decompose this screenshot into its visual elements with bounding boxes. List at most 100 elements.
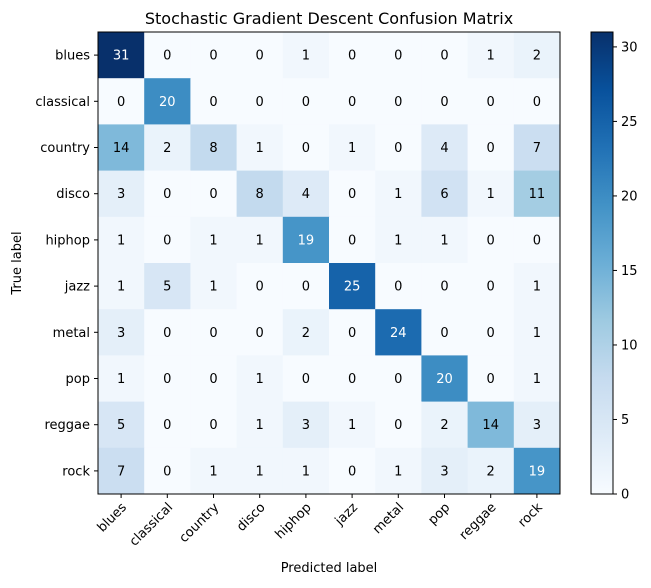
heatmap-cell — [236, 309, 284, 356]
cell-value-label: 0 — [163, 372, 171, 387]
cell-value-label: 19 — [298, 233, 315, 248]
cell-value-label: 1 — [302, 49, 310, 64]
heatmap-cell — [282, 263, 330, 310]
heatmap-cell — [190, 263, 238, 310]
cell-value-label: 1 — [487, 49, 495, 64]
heatmap-cell — [467, 78, 515, 125]
cell-value-label: 1 — [348, 141, 356, 156]
heatmap-cell — [513, 170, 561, 218]
heatmap-cell — [375, 447, 422, 495]
cell-value-label: 1 — [117, 280, 125, 295]
cell-value-label: 0 — [487, 280, 495, 295]
x-tick-label: pop — [425, 500, 453, 528]
heatmap-cell — [190, 401, 238, 449]
heatmap-cell — [144, 309, 191, 356]
cell-value-label: 0 — [348, 464, 356, 479]
heatmap-cell — [236, 216, 284, 264]
cell-value-label: 0 — [348, 187, 356, 202]
heatmap-cell — [236, 447, 284, 495]
heatmap-cell — [236, 32, 284, 79]
heatmap-cell — [144, 263, 191, 310]
heatmap-cell — [421, 170, 469, 218]
heatmap-cell — [329, 447, 376, 495]
cell-value-label: 0 — [487, 95, 495, 110]
cell-value-label: 24 — [390, 326, 407, 341]
heatmap-cell — [190, 309, 238, 356]
heatmap-cell — [329, 170, 376, 218]
cell-value-label: 5 — [117, 418, 125, 433]
cell-value-label: 1 — [394, 464, 402, 479]
cell-value-label: 0 — [487, 141, 495, 156]
cell-value-label: 2 — [163, 141, 171, 156]
chart-title: Stochastic Gradient Descent Confusion Ma… — [145, 9, 513, 28]
heatmap-cell — [467, 170, 515, 218]
heatmap-cell — [282, 32, 330, 79]
heatmap-cell — [98, 32, 145, 79]
cell-value-label: 0 — [487, 326, 495, 341]
heatmap-cell — [375, 78, 422, 125]
heatmap-cell — [190, 124, 238, 172]
heatmap-cell — [236, 355, 284, 403]
cell-value-label: 0 — [533, 233, 541, 248]
heatmap-cell — [329, 32, 376, 79]
heatmap-cell — [329, 309, 376, 356]
cell-value-label: 0 — [256, 326, 264, 341]
heatmap-cell — [236, 263, 284, 310]
cell-value-label: 20 — [436, 372, 453, 387]
cell-value-label: 1 — [256, 418, 264, 433]
heatmap-cell — [236, 401, 284, 449]
heatmap-cell — [329, 355, 376, 403]
cell-value-label: 1 — [394, 233, 402, 248]
cell-value-label: 0 — [163, 326, 171, 341]
cell-value-label: 3 — [440, 464, 448, 479]
heatmap-cell — [190, 355, 238, 403]
cell-value-label: 1 — [394, 187, 402, 202]
cell-value-label: 3 — [302, 418, 310, 433]
cell-value-label: 1 — [302, 464, 310, 479]
cell-value-label: 4 — [440, 141, 448, 156]
heatmap-cell — [513, 216, 561, 264]
heatmap-cell — [329, 78, 376, 125]
cell-value-label: 1 — [487, 187, 495, 202]
heatmap-cell — [513, 124, 561, 172]
heatmap-cell — [98, 263, 145, 310]
heatmap-cell — [375, 32, 422, 79]
heatmap-cell — [144, 401, 191, 449]
cell-value-label: 1 — [117, 233, 125, 248]
y-tick-label: hiphop — [45, 233, 90, 248]
colorbar-tick-label: 10 — [621, 338, 638, 353]
heatmap-cell — [282, 447, 330, 495]
heatmap-cell — [421, 124, 469, 172]
heatmap-cell — [98, 355, 145, 403]
heatmap-cell — [467, 216, 515, 264]
heatmap-cell — [421, 263, 469, 310]
cell-value-label: 8 — [209, 141, 217, 156]
x-tick-label: jazz — [332, 500, 361, 529]
cell-value-label: 0 — [163, 49, 171, 64]
heatmap-cell — [98, 170, 145, 218]
y-tick-labels: blues classical country disco hiphop jazz meta… — [35, 49, 98, 479]
cell-value-label: 1 — [533, 326, 541, 341]
heatmap-cell — [190, 78, 238, 125]
cell-value-label: 0 — [348, 49, 356, 64]
heatmap-cell — [190, 170, 238, 218]
heatmap-cell — [144, 78, 191, 125]
heatmap-cell — [144, 124, 191, 172]
heatmap-cell — [467, 401, 515, 449]
cell-value-label: 0 — [394, 372, 402, 387]
colorbar: 0 5 10 15 20 25 30 — [590, 31, 638, 503]
plot-frame — [97, 31, 561, 495]
y-tick-label: pop — [66, 372, 90, 387]
heatmap-cell — [144, 32, 191, 79]
heatmap-cell — [144, 355, 191, 403]
heatmap-cell — [98, 78, 145, 125]
cell-value-label: 7 — [117, 464, 125, 479]
x-tick-label: disco — [234, 500, 268, 534]
heatmap-cell — [421, 447, 469, 495]
cell-value-label: 4 — [302, 187, 310, 202]
cell-value-label: 0 — [394, 280, 402, 295]
cell-value-label: 0 — [256, 280, 264, 295]
cell-value-label: 3 — [117, 187, 125, 202]
x-tick-label: country — [177, 500, 223, 546]
heatmap-cell — [329, 263, 376, 310]
